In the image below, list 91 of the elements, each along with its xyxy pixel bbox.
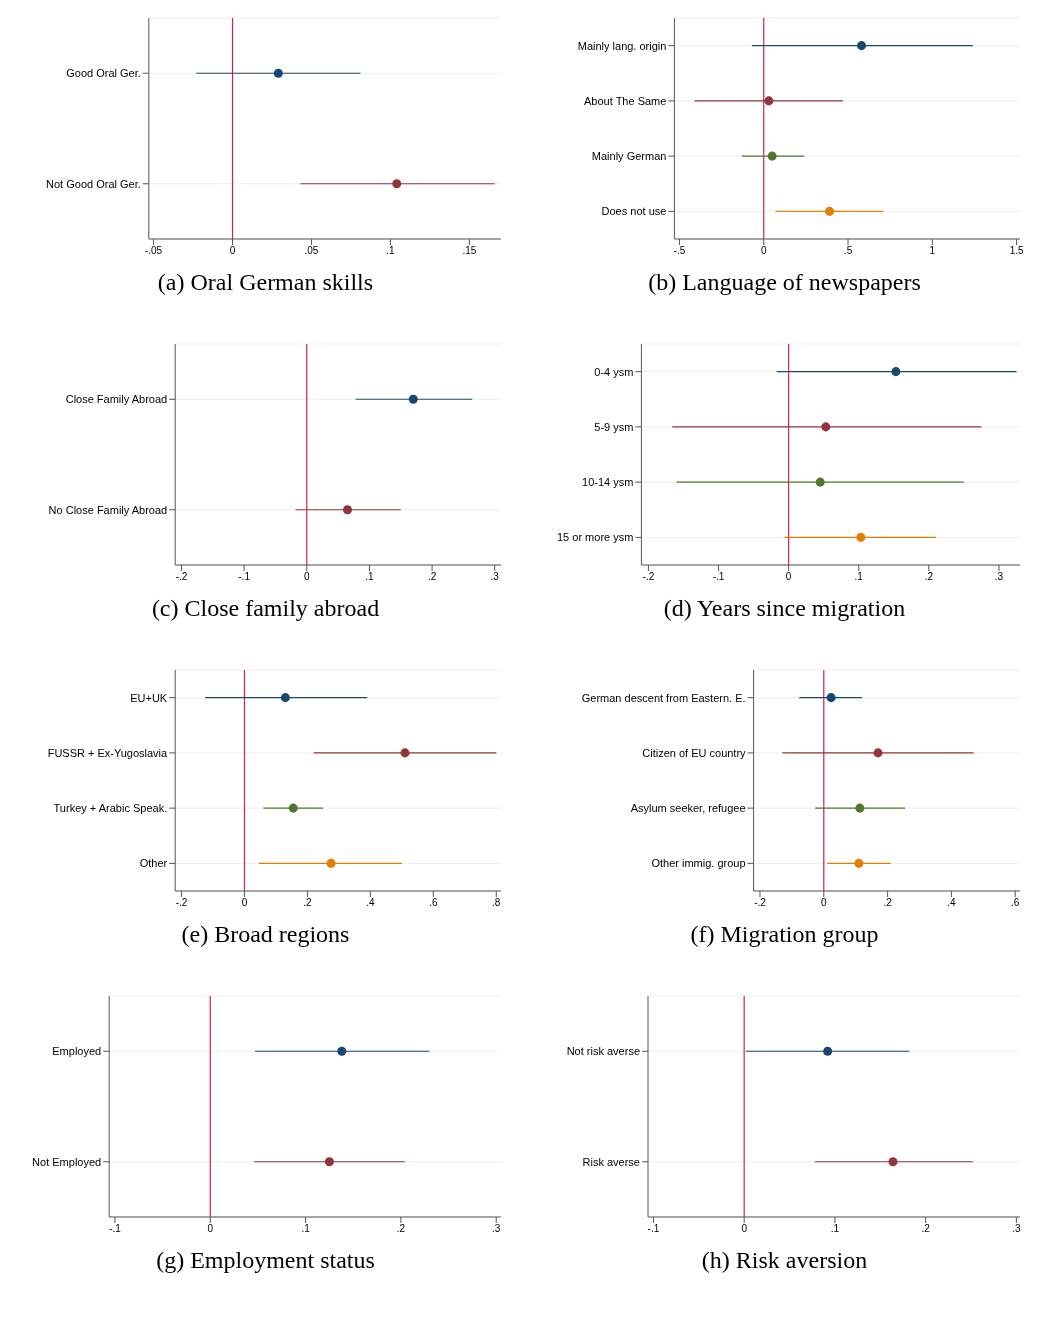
y-tick-label: Turkey + Arabic Speak. [53,802,168,815]
text: (f) Migration group [689,921,880,948]
x-tick-label: .1 [854,571,864,583]
y-tick-label: Risk averse [582,1155,640,1168]
x-tick-label: -.2 [175,897,188,909]
text: (d) Years since migration [662,595,907,622]
point [873,748,883,758]
x-tick-label: .5 [843,245,853,257]
x-tick-label: 1 [929,245,936,257]
y-tick-label: Close Family Abroad [65,393,168,406]
y-tick-label: About The Same [584,94,667,107]
text: (e) Broad regions [180,921,351,948]
point [815,477,825,487]
x-tick-label: 1.5 [1009,245,1025,257]
y-tick-label: Citizen of EU country [642,746,747,759]
point [821,422,831,432]
x-tick-label: .2 [883,897,893,909]
x-tick-label: -.5 [673,245,686,257]
x-tick-label: .2 [303,897,313,909]
y-tick-label: Does not use [601,205,667,218]
y-tick-label: 10-14 ysm [582,476,634,489]
x-tick-label: 0 [821,897,828,909]
point [891,367,901,377]
text: (h) Risk aversion [700,1247,869,1274]
x-tick-label: .1 [301,1223,311,1235]
point [857,41,867,51]
x-tick-label: -.1 [647,1223,660,1235]
point [854,858,864,868]
y-tick-label: 15 or more ysm [556,531,634,544]
x-tick-label: .1 [365,571,375,583]
x-tick-label: .1 [830,1223,840,1235]
y-tick-label: Asylum seeker, refugee [630,802,746,815]
y-tick-label: Other immig. group [651,857,746,870]
y-tick-label: Not Employed [32,1155,102,1168]
x-tick-label: .2 [427,571,437,583]
point [855,803,865,813]
point [288,803,298,813]
x-tick-label: .05 [304,245,319,257]
x-tick-label: -.2 [175,571,188,583]
x-tick-label: 0 [741,1223,748,1235]
y-tick-label: FUSSR + Ex-Yugoslavia [47,746,169,759]
x-tick-label: 0 [785,571,792,583]
y-tick-label: 0-4 ysm [594,365,634,378]
y-tick-label: Mainly lang. origin [577,39,667,52]
x-tick-label: -.2 [642,571,655,583]
y-tick-label: Not Good Oral Ger. [46,177,141,190]
x-tick-label: 0 [760,245,767,257]
y-tick-label: Mainly German [591,150,667,163]
point [824,206,835,216]
y-tick-label: No Close Family Abroad [48,503,168,516]
x-tick-label: .8 [492,897,501,909]
point [767,151,777,161]
x-tick-label: -.1 [109,1223,122,1235]
x-tick-label: -.2 [754,897,767,909]
y-tick-label: Not risk averse [566,1045,640,1058]
point [826,693,836,703]
point [856,532,866,542]
x-tick-label: .2 [396,1223,406,1235]
x-tick-label: 0 [207,1223,214,1235]
x-tick-label: -.05 [144,245,163,257]
x-tick-label: .6 [1011,897,1020,909]
x-tick-label: .3 [492,1223,501,1235]
point [400,748,410,758]
x-tick-label: .1 [386,245,396,257]
x-tick-label: .3 [490,571,500,583]
text: (b) Language of newspapers [647,269,922,296]
text: (c) Close family abroad [150,595,381,622]
x-tick-label: .2 [924,571,934,583]
x-tick-label: .15 [462,245,477,257]
x-tick-label: .3 [1012,1223,1021,1235]
y-tick-label: 5-9 ysm [594,420,634,433]
x-tick-label: .3 [994,571,1004,583]
x-tick-label: -.1 [712,571,725,583]
point [764,96,774,106]
x-tick-label: 0 [229,245,236,257]
x-tick-label: .4 [366,897,375,909]
x-tick-label: .4 [947,897,957,909]
x-tick-label: .2 [921,1223,931,1235]
x-tick-label: -.1 [238,571,251,583]
y-tick-label: Other [139,857,168,870]
x-tick-label: 0 [303,571,310,583]
y-tick-label: EU+UK [130,691,168,704]
y-tick-label: German descent from Eastern. E. [581,691,746,704]
text: (a) Oral German skills [156,269,375,296]
x-tick-label: 0 [241,897,248,909]
text: (g) Employment status [155,1247,376,1274]
point [326,858,336,868]
x-tick-label: .6 [429,897,438,909]
y-tick-label: Employed [52,1045,102,1058]
y-tick-label: Good Oral Ger. [66,67,141,80]
point [280,693,290,703]
